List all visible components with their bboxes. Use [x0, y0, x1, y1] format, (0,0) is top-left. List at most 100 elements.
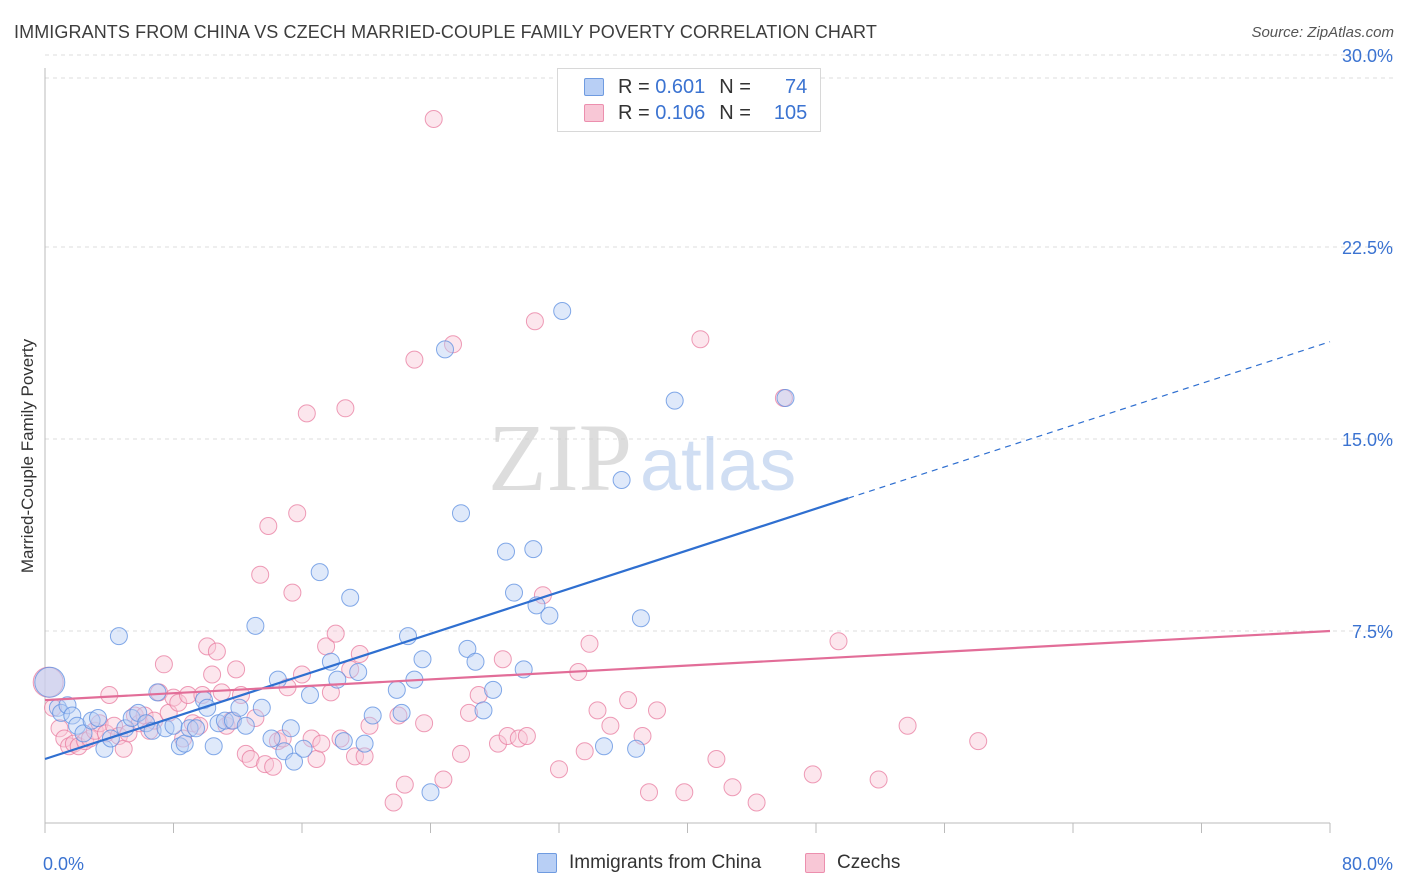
china-point — [180, 719, 199, 738]
legend-r-value: 0.601 — [655, 75, 706, 98]
china-point — [474, 701, 493, 720]
china-point — [436, 340, 454, 359]
series-swatch-china — [537, 853, 557, 873]
legend-row-czechs: R = 0.106 N = 105 — [584, 100, 807, 126]
china-point — [301, 686, 319, 704]
czechs-point — [648, 701, 666, 720]
czechs-point — [619, 691, 638, 710]
china-point — [321, 652, 340, 671]
legend-r-label: R = — [618, 75, 650, 98]
trendline-china — [44, 497, 849, 761]
china-point — [631, 609, 650, 628]
legend-r-label: R = — [618, 101, 650, 124]
czechs-point — [580, 634, 599, 653]
czechs-point — [691, 330, 710, 349]
china-point — [187, 719, 205, 738]
czechs-point — [355, 747, 374, 766]
china-point — [627, 739, 646, 758]
legend-swatch-czechs — [584, 104, 604, 122]
czechs-point — [179, 686, 197, 704]
china-point — [281, 719, 300, 738]
czechs-point — [829, 632, 848, 651]
china-point — [204, 737, 223, 756]
china-point — [198, 698, 217, 717]
czechs-point — [575, 742, 594, 761]
china-point — [148, 683, 167, 702]
czechs-point — [346, 747, 364, 766]
czechs-point — [675, 783, 694, 802]
czechs-point — [246, 709, 265, 727]
y-tick-label-0: 7.5% — [1352, 622, 1393, 642]
trendline-china-extension — [847, 341, 1331, 499]
china-point — [612, 471, 631, 489]
china-point — [170, 737, 189, 756]
watermark: ZIP atlas — [488, 404, 796, 511]
china-point — [310, 563, 329, 582]
china-point — [466, 652, 485, 671]
czechs-point — [264, 757, 283, 776]
czechs-point — [384, 793, 403, 812]
trendline-czechs — [44, 629, 1331, 702]
china-point — [349, 663, 368, 681]
china-point — [665, 391, 684, 410]
czechs-point — [489, 734, 507, 753]
czechs-point — [415, 714, 434, 733]
czechs-point — [207, 642, 226, 661]
series-swatch-czechs — [805, 853, 825, 873]
czechs-point — [297, 404, 316, 423]
y-tick-label-3: 30.0% — [1342, 46, 1393, 66]
czechs-point — [434, 770, 453, 789]
china-point — [252, 698, 271, 717]
china-point — [553, 302, 572, 320]
czechs-point — [169, 693, 188, 712]
series-legend-czechs[interactable]: Czechs — [805, 852, 900, 874]
china-point — [175, 734, 194, 753]
china-point — [595, 737, 613, 756]
czechs-point — [336, 399, 355, 418]
chart-title: IMMIGRANTS FROM CHINA VS CZECH MARRIED-C… — [14, 22, 877, 42]
czechs-point — [424, 110, 443, 128]
czechs-point — [550, 760, 568, 779]
czechs-point — [405, 350, 424, 369]
china-point — [230, 698, 249, 717]
legend-swatch-china — [584, 78, 604, 96]
czechs-point — [236, 744, 255, 763]
legend-n-value: 74 — [785, 75, 808, 98]
china-point — [294, 739, 313, 758]
czechs-point — [251, 565, 270, 584]
legend-n-label: N = — [719, 101, 751, 124]
czechs-point — [640, 783, 658, 802]
y-tick-label-2: 22.5% — [1342, 238, 1393, 258]
czechs-point — [259, 517, 278, 535]
czechs-point — [360, 716, 379, 735]
czechs-point — [312, 734, 331, 753]
czechs-point — [493, 650, 512, 669]
czechs-point — [707, 750, 726, 768]
czechs-point — [395, 775, 414, 794]
correlation-legend: R = 0.601 N = 74 R = 0.106 N = 105 — [557, 68, 821, 132]
series-legend-china[interactable]: Immigrants from China — [537, 852, 761, 874]
china-point — [236, 716, 255, 735]
china-point — [355, 734, 374, 753]
china-point — [262, 729, 281, 748]
china-point — [776, 389, 795, 407]
czechs-point — [525, 312, 544, 331]
czechs-point — [803, 765, 822, 784]
czechs-point — [50, 719, 69, 738]
china-point — [540, 606, 559, 625]
china-point — [285, 752, 303, 771]
legend-r-value: 0.106 — [655, 101, 706, 124]
china-point — [334, 732, 353, 751]
legend-n-label: N = — [719, 75, 751, 98]
y-tick-label-1: 15.0% — [1342, 430, 1393, 450]
watermark-zip: ZIP — [488, 404, 632, 511]
china-point — [68, 716, 87, 735]
china-point — [52, 703, 71, 722]
china-point — [392, 703, 411, 722]
czechs-point — [869, 770, 888, 789]
china-point — [421, 783, 440, 802]
czechs-point — [154, 655, 173, 674]
china-point — [74, 724, 93, 743]
czechs-point — [898, 716, 917, 735]
